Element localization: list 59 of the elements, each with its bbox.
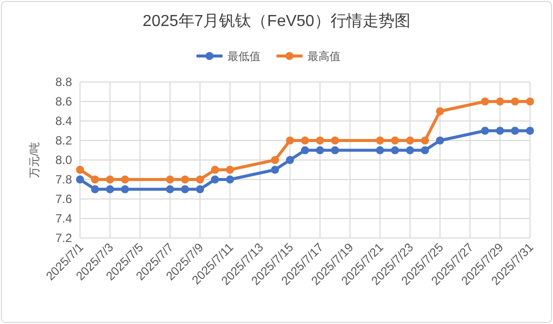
point: [226, 176, 234, 184]
point: [121, 185, 129, 194]
point: [331, 146, 339, 154]
point: [181, 176, 189, 184]
point: [511, 126, 519, 135]
y-axis-title: 万元/吨: [28, 142, 41, 178]
point: [76, 166, 84, 174]
point: [106, 185, 114, 194]
point: [271, 156, 279, 164]
point: [376, 146, 384, 154]
point: [481, 98, 489, 106]
point: [511, 98, 519, 106]
point: [166, 176, 174, 184]
point: [421, 146, 429, 154]
point: [166, 185, 174, 194]
y-tick-label: 8.8: [55, 75, 72, 89]
point: [436, 107, 444, 116]
point: [301, 146, 309, 154]
y-tick-label: 7.6: [55, 192, 72, 206]
y-tick-label: 8.6: [55, 94, 72, 108]
point: [76, 176, 84, 184]
point: [526, 126, 534, 135]
y-tick-label: 8.4: [55, 114, 72, 128]
point: [436, 136, 444, 144]
point: [211, 176, 219, 184]
point: [526, 98, 534, 106]
point: [496, 98, 504, 106]
point: [481, 126, 489, 135]
legend-label: 最高值: [308, 50, 340, 63]
point: [496, 126, 504, 135]
point: [391, 146, 399, 154]
point: [226, 166, 234, 174]
point: [106, 176, 114, 184]
point: [271, 166, 279, 174]
point: [286, 156, 294, 164]
y-tick-label: 7.4: [55, 212, 72, 226]
point: [181, 185, 189, 194]
point: [121, 176, 129, 184]
point: [331, 136, 339, 144]
point: [286, 136, 294, 144]
point: [211, 166, 219, 174]
y-tick-label: 8.2: [55, 134, 72, 148]
y-tick-label: 7.2: [55, 231, 72, 245]
point: [406, 146, 414, 154]
point: [91, 185, 99, 194]
y-tick-label: 8.0: [55, 153, 72, 167]
y-tick-label: 7.8: [55, 172, 72, 186]
point: [91, 176, 99, 184]
point: [316, 136, 324, 144]
point: [196, 176, 204, 184]
point: [196, 185, 204, 194]
point: [406, 136, 414, 144]
point: [391, 136, 399, 144]
point: [376, 136, 384, 144]
chart-title: 2025年7月钒钛（FeV50）行情走势图: [142, 12, 410, 30]
point: [316, 146, 324, 154]
point: [301, 136, 309, 144]
legend-label: 最低值: [228, 51, 260, 63]
point: [421, 136, 429, 144]
